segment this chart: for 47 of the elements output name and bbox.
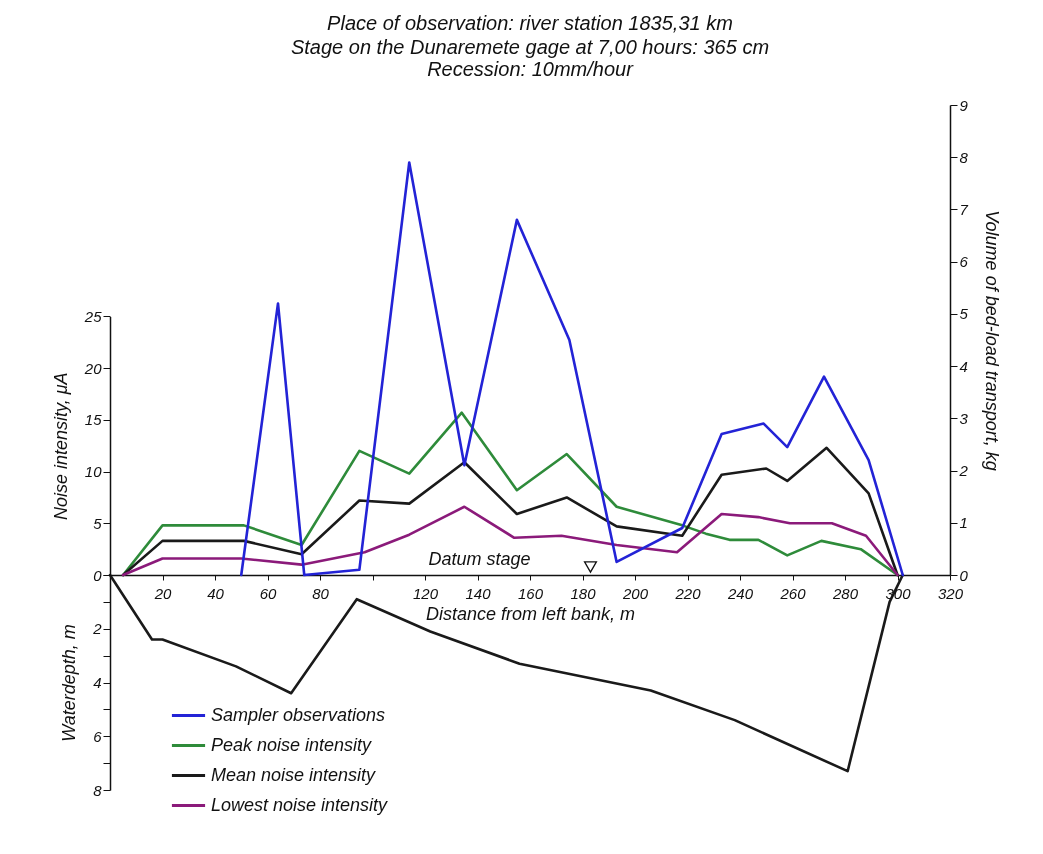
x-tick-label: 280 xyxy=(831,584,859,602)
x-tick-label: 120 xyxy=(412,584,439,602)
x-tick-label: 220 xyxy=(674,584,702,602)
y-tick-label: 8 xyxy=(93,781,103,799)
y2-tick-label: 9 xyxy=(959,96,969,114)
y2-tick-label: 8 xyxy=(959,148,969,166)
y2-tick-label: 7 xyxy=(959,200,969,218)
y2-tick-label: 5 xyxy=(959,305,969,323)
y2-axis-title: Volume of bed-load transport, kg xyxy=(981,210,1002,471)
x-tick-label: 260 xyxy=(779,584,807,602)
y-tick-label: 5 xyxy=(93,514,103,532)
y-tick-label: 0 xyxy=(93,566,103,584)
y2-tick-label: 1 xyxy=(959,514,968,532)
y-tick-label: 15 xyxy=(84,411,103,429)
y-tick-label: 20 xyxy=(83,359,103,377)
y2-tick-label: 2 xyxy=(958,462,969,480)
x-tick-label: 140 xyxy=(465,584,492,602)
x-tick-label: 160 xyxy=(517,584,544,602)
x-tick-label: 60 xyxy=(259,584,277,602)
line-series xyxy=(239,161,905,577)
legend-label: Sampler observations xyxy=(211,704,386,725)
legend-label: Mean noise intensity xyxy=(211,764,377,785)
y-tick-label: 4 xyxy=(93,674,102,691)
y2-tick-label: 3 xyxy=(959,409,969,427)
x-tick-label: 40 xyxy=(207,584,225,602)
y-tick-label: 2 xyxy=(92,620,103,638)
x-tick-label: 320 xyxy=(937,584,964,602)
x-tick-label: 20 xyxy=(153,584,172,602)
chart-title: Place of observation: river station 1835,31 km xyxy=(327,12,733,34)
legend-label: Lowest noise intensity xyxy=(211,794,389,815)
annotation: Datum stage xyxy=(428,549,531,569)
y-axis-title: Waterdepth, m xyxy=(59,624,80,742)
legend-label: Peak noise intensity xyxy=(211,734,373,755)
x-tick-label: 200 xyxy=(621,584,649,602)
x-axis-title: Distance from left bank, m xyxy=(425,603,636,624)
x-tick-label: 180 xyxy=(570,584,597,602)
y-tick-label: 25 xyxy=(83,308,103,325)
y-tick-label: 6 xyxy=(93,727,103,745)
y2-tick-label: 4 xyxy=(959,357,968,375)
y2-tick-label: 0 xyxy=(959,566,969,584)
y2-tick-label: 6 xyxy=(959,253,969,271)
y-tick-label: 10 xyxy=(84,463,103,481)
chart-subtitle: Stage on the Dunaremete gage at 7,00 hours: 365 cm Recession: 10mm/hour xyxy=(290,36,770,80)
y-axis-title: Noise intensity, μA xyxy=(50,372,71,521)
x-tick-label: 240 xyxy=(726,584,754,602)
x-tick-label: 80 xyxy=(312,584,330,602)
line-series xyxy=(121,505,899,577)
